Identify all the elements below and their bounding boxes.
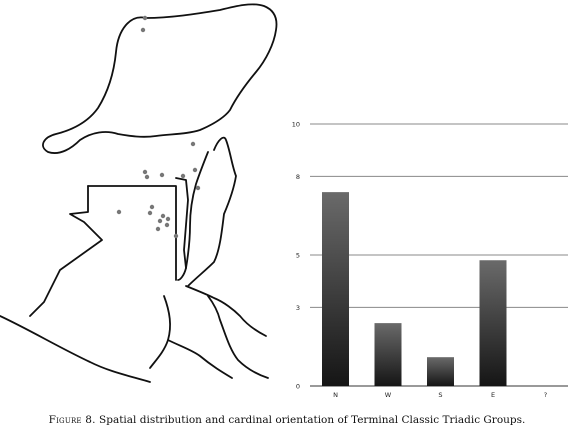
site-marker [144,174,150,180]
y-tick-label: 8 [296,173,300,181]
x-tick-label: E [491,391,495,399]
site-marker [160,213,166,219]
pacific-coast [0,315,151,383]
site-marker [157,218,163,224]
site-marker [147,210,153,216]
border-west [29,185,103,317]
border-south-4 [207,295,269,379]
figure-caption: Figure 8. Spatial distribution and cardi… [0,414,574,426]
x-tick-label: S [438,391,442,399]
x-tick-label: W [385,391,392,399]
y-tick-label: 5 [296,252,300,260]
bar-n [322,192,349,386]
bar-e [479,260,507,386]
y-tick-label: 0 [296,383,300,391]
bay-outline [187,136,237,287]
figure-label: Figure 8. [48,414,96,426]
border-north [87,185,177,281]
site-marker [164,222,170,228]
x-tick-label: ? [544,391,547,399]
border-south-3 [167,339,233,379]
site-marker [159,172,165,178]
y-tick-label: 10 [292,121,300,129]
site-marker [155,226,161,232]
east-coast [177,151,209,281]
bar-w [374,323,402,386]
border-belize [175,177,189,269]
x-tick-label: N [333,391,338,399]
site-marker [142,15,148,21]
site-marker [140,27,146,33]
site-marker [180,173,186,179]
site-marker [116,209,122,215]
site-marker [190,141,196,147]
site-marker [149,204,155,210]
coastline [42,3,278,154]
border-south [185,285,267,337]
caption-text: Spatial distribution and cardinal orient… [99,414,526,426]
site-marker [195,185,201,191]
site-marker [192,167,198,173]
bar-s [427,357,454,386]
site-marker [173,233,179,239]
y-tick-label: 3 [296,304,300,312]
site-marker [142,169,148,175]
site-marker [165,216,171,222]
